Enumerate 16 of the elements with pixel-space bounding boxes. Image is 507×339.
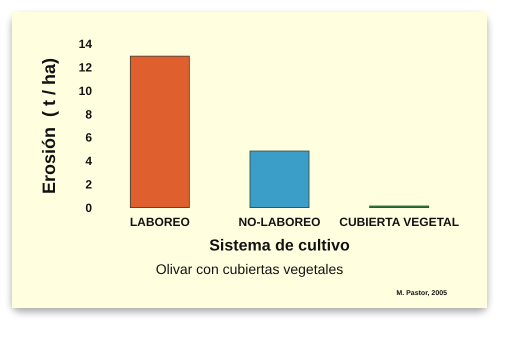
y-tick-label: 14 [78, 37, 92, 51]
y-tick-label: 6 [85, 130, 92, 145]
bar [250, 150, 310, 208]
x-axis-title: Sistema de cultivo [209, 238, 350, 254]
y-tick-label: 4 [85, 154, 92, 168]
y-tick-label: 0 [85, 201, 92, 215]
text: Olivar con cubiertas vegetales [156, 261, 344, 277]
y-tick-label: 2 [85, 178, 92, 192]
y-tick-label: 10 [78, 84, 92, 98]
x-tick-label: CUBIERTA VEGETAL [339, 215, 460, 229]
y-axis-title: Erosión ( t / ha) [39, 58, 59, 194]
x-tick-label: LABOREO [130, 215, 190, 229]
x-tick-label: NO-LABOREO [238, 215, 320, 229]
bar [130, 56, 190, 208]
y-tick-label: 12 [78, 60, 92, 74]
y-tick-label: 8 [85, 107, 92, 122]
